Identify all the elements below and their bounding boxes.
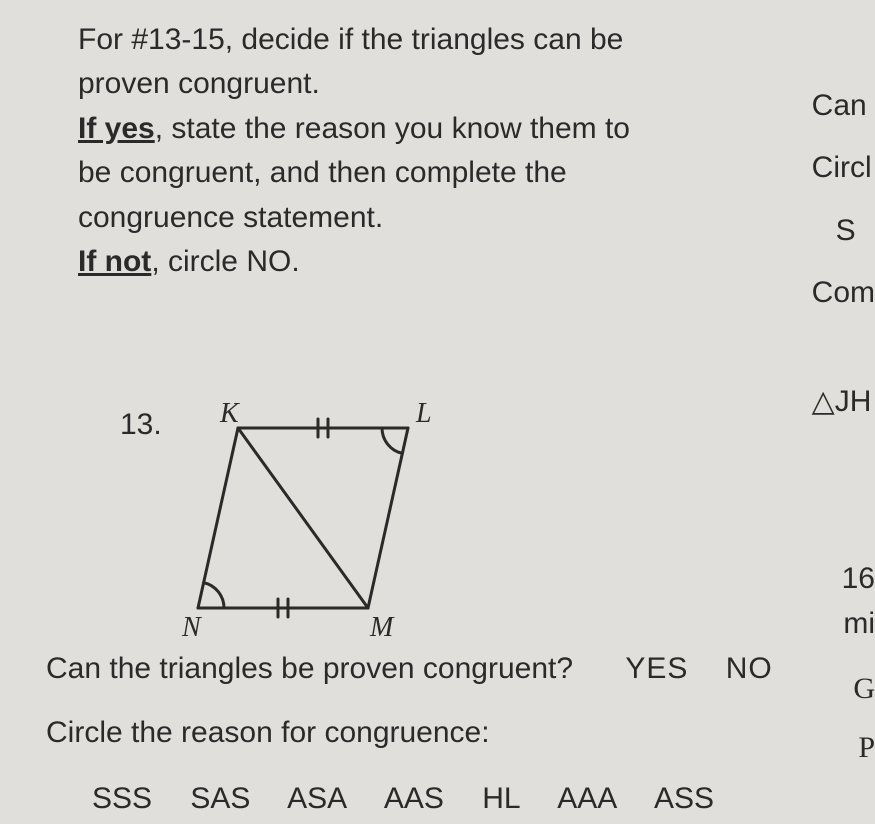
- rc-com: Com: [812, 271, 875, 315]
- problem-number: 13.: [120, 408, 162, 442]
- reason-sss[interactable]: SSS: [92, 782, 152, 815]
- vertex-k: K: [220, 398, 239, 430]
- instr-line2: proven congruent.: [78, 67, 320, 100]
- right-cutoff-column: Can Circl S Com △JH: [812, 84, 875, 424]
- rc-16: 16: [842, 556, 875, 601]
- instructions-block: For #13-15, decide if the triangles can …: [78, 18, 698, 284]
- reason-aaa[interactable]: AAA: [557, 782, 617, 815]
- reasons-row: SSS SAS ASA AAS HL AAA ASS: [92, 782, 744, 816]
- if-yes-label: If yes: [78, 112, 155, 145]
- question-congruent: Can the triangles be proven congruent? Y…: [46, 652, 787, 686]
- rc-s: S: [836, 209, 875, 253]
- worksheet-page: For #13-15, decide if the triangles can …: [0, 0, 875, 824]
- instr-line1: For #13-15, decide if the triangles can …: [78, 23, 623, 56]
- parallelogram-figure: K L N M: [178, 398, 478, 648]
- q2-text: Circle the reason for congruence:: [46, 716, 490, 749]
- choice-yes[interactable]: YES: [625, 652, 688, 685]
- reason-hl[interactable]: HL: [482, 782, 520, 815]
- vertex-m: M: [370, 612, 393, 644]
- if-not-label: If not: [78, 245, 151, 278]
- if-yes-rest3: congruence statement.: [78, 201, 383, 234]
- if-not-rest: , circle NO.: [151, 245, 299, 278]
- if-yes-rest1: , state the reason you know them to: [155, 112, 630, 145]
- rc-p: P: [842, 725, 875, 770]
- rc-jh: △JH: [812, 380, 875, 424]
- if-yes-rest2: be congruent, and then complete the: [78, 156, 567, 189]
- rc-circl: Circl: [812, 146, 875, 190]
- vertex-l: L: [416, 398, 432, 430]
- question-reason: Circle the reason for congruence:: [46, 716, 490, 750]
- reason-asa[interactable]: ASA: [287, 782, 347, 815]
- rc-mi: mi: [842, 601, 875, 646]
- reason-sas[interactable]: SAS: [190, 782, 250, 815]
- rc-can: Can: [812, 84, 875, 128]
- vertex-n: N: [182, 612, 201, 644]
- figure-svg: [178, 398, 478, 648]
- right-cutoff-bottom: 16 mi G P: [842, 556, 875, 770]
- yes-no-choices: YES NO: [611, 652, 786, 686]
- reason-aas[interactable]: AAS: [384, 782, 444, 815]
- rc-g: G: [842, 666, 875, 711]
- reason-ass[interactable]: ASS: [654, 782, 714, 815]
- q1-text: Can the triangles be proven congruent?: [46, 652, 573, 685]
- choice-no[interactable]: NO: [726, 652, 773, 685]
